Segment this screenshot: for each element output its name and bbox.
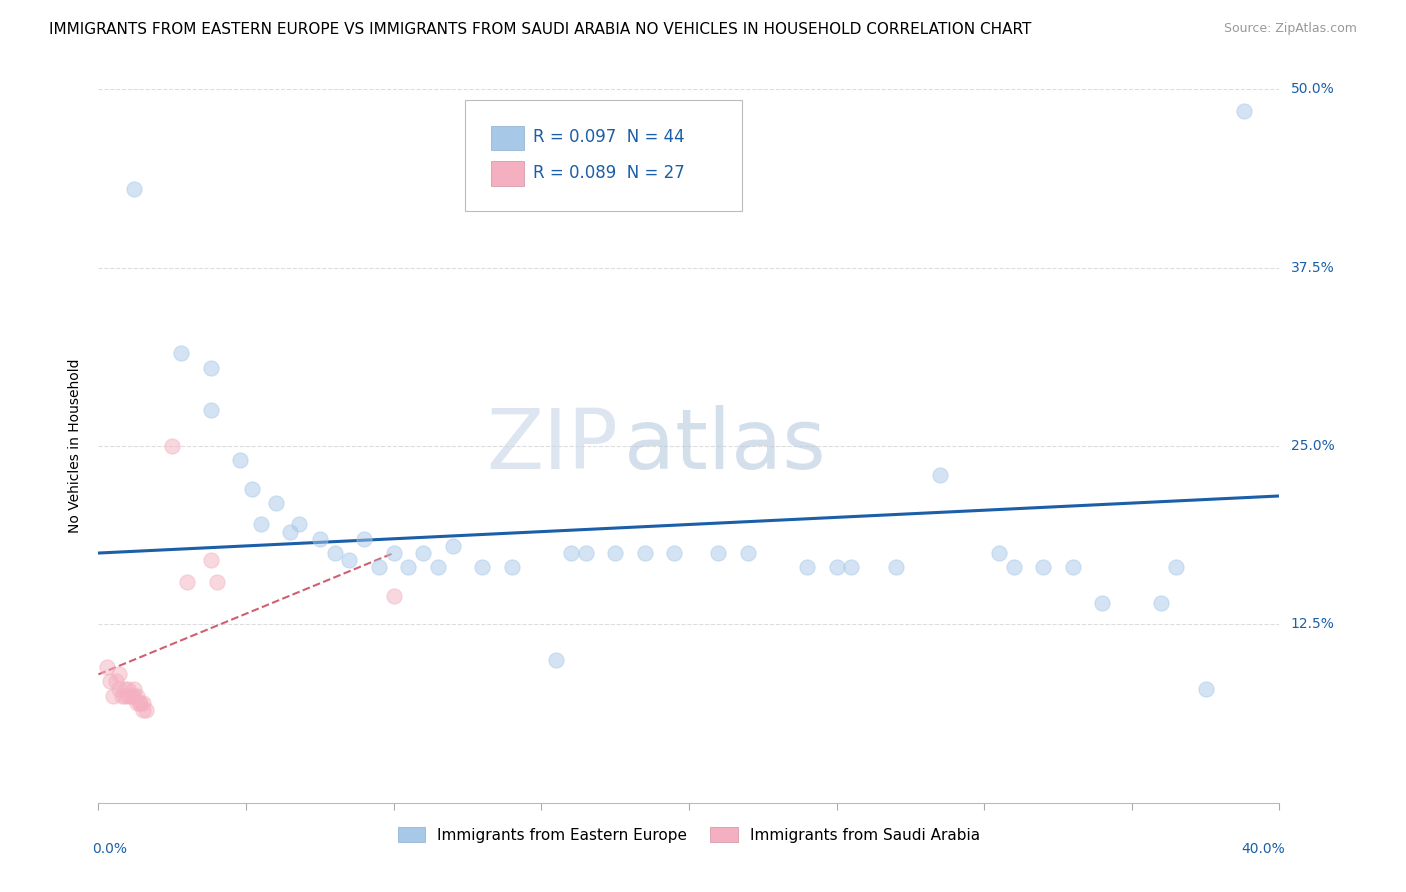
- Y-axis label: No Vehicles in Household: No Vehicles in Household: [69, 359, 83, 533]
- Point: [170, 346, 193, 360]
- Point: [368, 560, 391, 574]
- Point: [929, 467, 952, 482]
- Point: [382, 589, 405, 603]
- Point: [229, 453, 252, 467]
- Point: [309, 532, 332, 546]
- Text: R = 0.097  N = 44: R = 0.097 N = 44: [533, 128, 685, 146]
- Point: [125, 696, 148, 710]
- Point: [353, 532, 375, 546]
- Point: [200, 403, 222, 417]
- FancyBboxPatch shape: [464, 100, 742, 211]
- Point: [111, 689, 134, 703]
- Point: [132, 696, 155, 710]
- Point: [120, 689, 142, 703]
- Point: [546, 653, 568, 667]
- Point: [96, 660, 118, 674]
- Text: 40.0%: 40.0%: [1241, 842, 1285, 856]
- Point: [1150, 596, 1173, 610]
- Point: [108, 681, 131, 696]
- Text: 50.0%: 50.0%: [1291, 82, 1334, 96]
- Text: Source: ZipAtlas.com: Source: ZipAtlas.com: [1223, 22, 1357, 36]
- Point: [122, 182, 145, 196]
- Point: [323, 546, 346, 560]
- Point: [1002, 560, 1025, 574]
- Point: [280, 524, 302, 539]
- Point: [122, 689, 145, 703]
- Text: atlas: atlas: [624, 406, 825, 486]
- Point: [114, 689, 136, 703]
- Point: [135, 703, 157, 717]
- Point: [664, 546, 686, 560]
- Point: [796, 560, 818, 574]
- Point: [162, 439, 183, 453]
- Point: [501, 560, 523, 574]
- Point: [240, 482, 263, 496]
- Text: R = 0.089  N = 27: R = 0.089 N = 27: [533, 164, 685, 182]
- Point: [122, 681, 145, 696]
- Point: [1233, 103, 1256, 118]
- Point: [605, 546, 627, 560]
- Point: [128, 696, 150, 710]
- Point: [200, 360, 222, 375]
- Point: [1091, 596, 1114, 610]
- Text: 37.5%: 37.5%: [1291, 260, 1334, 275]
- Text: 12.5%: 12.5%: [1291, 617, 1334, 632]
- Point: [128, 696, 150, 710]
- Point: [1195, 681, 1218, 696]
- Point: [250, 517, 273, 532]
- Point: [108, 667, 131, 681]
- Point: [707, 546, 730, 560]
- Point: [825, 560, 848, 574]
- Point: [120, 689, 142, 703]
- Point: [427, 560, 450, 574]
- Point: [288, 517, 311, 532]
- FancyBboxPatch shape: [491, 126, 523, 150]
- Point: [200, 553, 222, 567]
- Point: [382, 546, 405, 560]
- Point: [634, 546, 657, 560]
- Point: [98, 674, 121, 689]
- Point: [471, 560, 494, 574]
- Text: IMMIGRANTS FROM EASTERN EUROPE VS IMMIGRANTS FROM SAUDI ARABIA NO VEHICLES IN HO: IMMIGRANTS FROM EASTERN EUROPE VS IMMIGR…: [49, 22, 1032, 37]
- Point: [1166, 560, 1188, 574]
- Point: [125, 689, 148, 703]
- Text: 25.0%: 25.0%: [1291, 439, 1334, 453]
- Point: [103, 689, 125, 703]
- Point: [176, 574, 198, 589]
- Point: [339, 553, 361, 567]
- Point: [205, 574, 228, 589]
- Point: [575, 546, 598, 560]
- Point: [117, 689, 139, 703]
- Point: [1062, 560, 1084, 574]
- Point: [988, 546, 1011, 560]
- Legend: Immigrants from Eastern Europe, Immigrants from Saudi Arabia: Immigrants from Eastern Europe, Immigran…: [392, 821, 986, 848]
- Point: [841, 560, 863, 574]
- Text: ZIP: ZIP: [486, 406, 619, 486]
- Point: [117, 681, 139, 696]
- Point: [114, 681, 136, 696]
- Point: [105, 674, 128, 689]
- Point: [737, 546, 759, 560]
- FancyBboxPatch shape: [491, 161, 523, 186]
- Point: [1032, 560, 1054, 574]
- Point: [560, 546, 582, 560]
- Point: [412, 546, 434, 560]
- Point: [132, 703, 155, 717]
- Point: [441, 539, 464, 553]
- Point: [884, 560, 907, 574]
- Point: [398, 560, 420, 574]
- Text: 0.0%: 0.0%: [93, 842, 128, 856]
- Point: [264, 496, 287, 510]
